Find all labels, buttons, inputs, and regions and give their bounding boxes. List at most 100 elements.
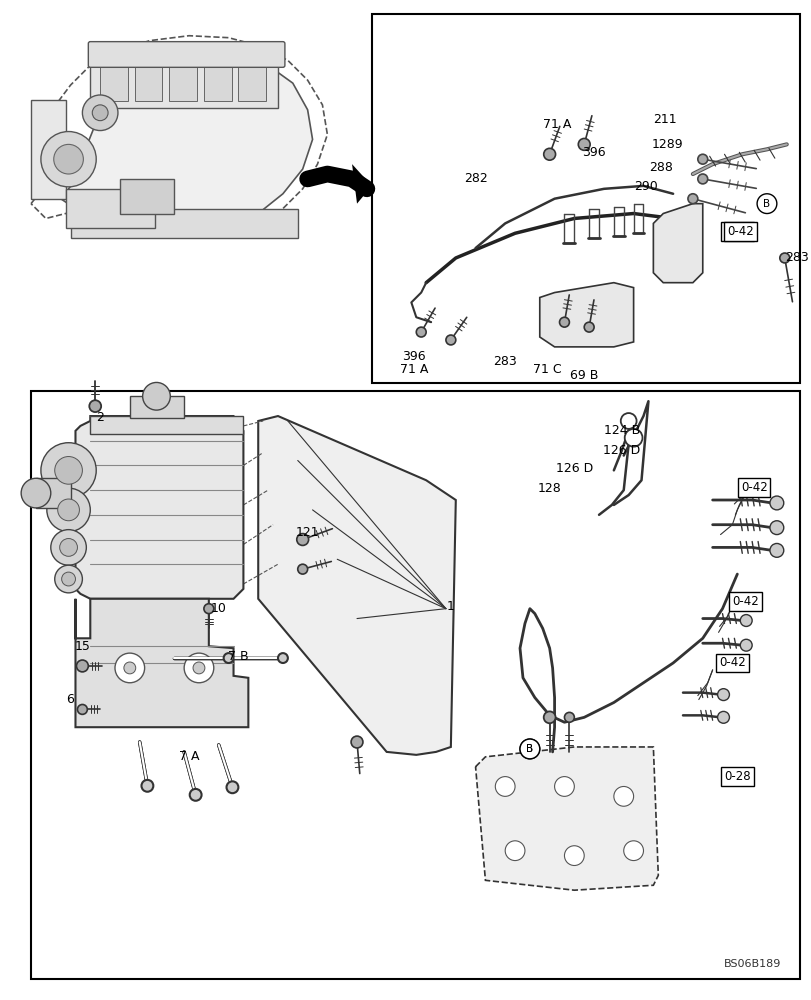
Circle shape <box>543 148 555 160</box>
Circle shape <box>350 736 363 748</box>
Text: 0-42: 0-42 <box>723 225 750 238</box>
Circle shape <box>717 689 728 701</box>
Circle shape <box>62 572 75 586</box>
Circle shape <box>559 317 569 327</box>
FancyBboxPatch shape <box>88 42 285 67</box>
Text: 0-42: 0-42 <box>740 481 766 494</box>
Circle shape <box>519 739 539 759</box>
Text: 283: 283 <box>493 355 517 368</box>
Text: 6: 6 <box>67 693 75 706</box>
Circle shape <box>717 711 728 723</box>
Circle shape <box>769 521 783 535</box>
Circle shape <box>21 478 51 508</box>
Polygon shape <box>475 747 658 890</box>
Bar <box>66 189 154 228</box>
Circle shape <box>47 488 90 532</box>
Text: B: B <box>526 744 533 754</box>
Circle shape <box>82 95 118 131</box>
Polygon shape <box>539 283 633 347</box>
Circle shape <box>624 429 642 447</box>
Circle shape <box>226 781 238 793</box>
Circle shape <box>687 194 697 204</box>
Text: 126 D: 126 D <box>555 462 592 475</box>
Text: 290: 290 <box>634 180 658 193</box>
Text: 10: 10 <box>211 602 226 615</box>
Bar <box>120 179 174 214</box>
Circle shape <box>141 780 153 792</box>
Circle shape <box>298 564 307 574</box>
Bar <box>169 63 197 101</box>
Bar <box>135 63 162 101</box>
Text: 128: 128 <box>537 482 561 495</box>
Text: 0-42: 0-42 <box>731 595 757 608</box>
Circle shape <box>577 138 590 150</box>
Text: 0-42: 0-42 <box>726 225 753 238</box>
Bar <box>371 14 799 383</box>
Circle shape <box>92 105 108 121</box>
Circle shape <box>769 496 783 510</box>
Polygon shape <box>61 53 312 228</box>
Text: 71 A: 71 A <box>400 363 428 376</box>
Circle shape <box>613 786 633 806</box>
Bar <box>90 53 277 108</box>
Text: 71 A: 71 A <box>543 118 571 131</box>
Circle shape <box>519 739 539 759</box>
Text: 126 D: 126 D <box>603 444 640 457</box>
Circle shape <box>143 382 170 410</box>
Polygon shape <box>75 416 243 599</box>
Text: B: B <box>762 199 770 209</box>
Circle shape <box>445 335 455 345</box>
Text: 69 B: 69 B <box>569 369 598 382</box>
Bar <box>36 478 71 508</box>
Circle shape <box>51 530 86 565</box>
Circle shape <box>564 846 583 866</box>
Circle shape <box>54 457 82 484</box>
Circle shape <box>740 615 751 626</box>
Text: 124 B: 124 B <box>603 424 639 437</box>
Circle shape <box>184 653 213 683</box>
Circle shape <box>54 144 84 174</box>
Text: 121: 121 <box>295 526 319 539</box>
Circle shape <box>204 604 213 614</box>
Circle shape <box>504 841 524 861</box>
Circle shape <box>41 132 97 187</box>
Text: 2: 2 <box>97 411 104 424</box>
Circle shape <box>756 194 776 214</box>
Circle shape <box>543 711 555 723</box>
Text: 7 A: 7 A <box>178 750 199 763</box>
Circle shape <box>697 154 707 164</box>
Circle shape <box>77 704 88 714</box>
Text: 283: 283 <box>783 251 808 264</box>
Bar <box>204 63 231 101</box>
Text: 7 B: 7 B <box>228 650 248 663</box>
Bar <box>238 63 266 101</box>
Text: 211: 211 <box>653 113 676 126</box>
Circle shape <box>190 789 201 801</box>
Text: 396: 396 <box>581 146 605 159</box>
Text: BS06B189: BS06B189 <box>723 959 780 969</box>
Circle shape <box>697 174 707 184</box>
Circle shape <box>296 534 308 545</box>
Circle shape <box>76 660 88 672</box>
Text: 1289: 1289 <box>650 138 682 151</box>
Polygon shape <box>75 599 248 727</box>
Circle shape <box>564 712 573 722</box>
Circle shape <box>554 777 573 796</box>
Bar <box>100 63 127 101</box>
Polygon shape <box>653 204 702 283</box>
Circle shape <box>59 539 77 556</box>
Circle shape <box>769 543 783 557</box>
Circle shape <box>115 653 144 683</box>
Bar <box>90 416 243 434</box>
Circle shape <box>740 639 751 651</box>
Circle shape <box>89 400 101 412</box>
Circle shape <box>223 653 234 663</box>
Circle shape <box>416 327 426 337</box>
Text: 15: 15 <box>75 640 90 653</box>
Circle shape <box>58 499 79 521</box>
Circle shape <box>779 253 789 263</box>
Bar <box>130 396 184 418</box>
Text: B: B <box>526 744 533 754</box>
Text: 0-42: 0-42 <box>718 656 744 669</box>
Bar <box>71 209 298 238</box>
